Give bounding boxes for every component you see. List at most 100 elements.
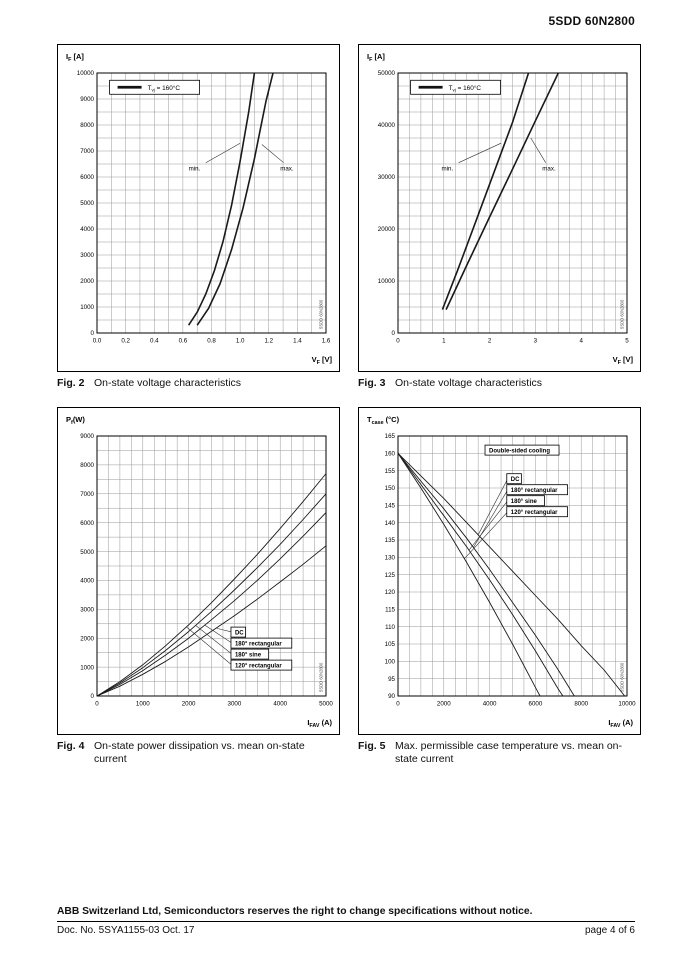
svg-text:0: 0 <box>95 700 99 707</box>
svg-text:1: 1 <box>442 338 446 345</box>
plot-frame <box>397 435 627 697</box>
footer-doc-row: Doc. No. 5SYA1155-03 Oct. 17 page 4 of 6 <box>57 925 635 936</box>
svg-text:90: 90 <box>388 693 395 700</box>
svg-text:150: 150 <box>384 485 395 492</box>
series-180-rectangular <box>96 511 326 696</box>
svg-text:5000: 5000 <box>319 700 333 707</box>
svg-text:2000: 2000 <box>80 278 94 285</box>
fig4-power-dissipation-chart: 0 1000 2000 3000 4000 5000 0 1000 2000 3000 4000 50… <box>66 415 333 729</box>
legend-box <box>108 79 200 95</box>
charts-grid: 0.0 0.2 0.4 0.6 0.8 1.0 1.2 1.4 1.6 0 1000 2000 3000… <box>57 44 641 767</box>
svg-text:6000: 6000 <box>80 174 94 181</box>
svg-text:1.2: 1.2 <box>264 338 273 345</box>
figure-2-frame: 0.0 0.2 0.4 0.6 0.8 1.0 1.2 1.4 1.6 0 1000 2000 3000… <box>57 44 340 372</box>
svg-text:120° rectangular: 120° rectangular <box>234 663 281 669</box>
svg-text:0: 0 <box>396 338 400 345</box>
figure-2-caption: Fig. 2 On-state voltage characteristics <box>57 377 340 391</box>
svg-text:180° rectangular: 180° rectangular <box>510 488 557 494</box>
figure-4-panel: 0 1000 2000 3000 4000 5000 0 1000 2000 3000 4000 50… <box>57 406 340 767</box>
svg-text:10000: 10000 <box>618 700 636 707</box>
svg-text:4000: 4000 <box>482 700 496 707</box>
page-title: 5SDD 60N2800 <box>548 14 635 28</box>
svg-text:30000: 30000 <box>377 174 395 181</box>
series-120-rectangular <box>397 452 540 696</box>
svg-text:1.4: 1.4 <box>293 338 302 345</box>
fig2-on-state-voltage-chart: 0.0 0.2 0.4 0.6 0.8 1.0 1.2 1.4 1.6 0 1000 2000 3000… <box>66 52 332 366</box>
svg-text:Tcase (°C): Tcase (°C) <box>367 415 400 426</box>
svg-text:8000: 8000 <box>574 700 588 707</box>
watermark: 5SDD 60N2800 <box>619 662 624 692</box>
svg-text:180° sine: 180° sine <box>234 652 261 658</box>
series-120-rectangular <box>96 472 326 696</box>
svg-text:160: 160 <box>384 450 395 457</box>
svg-text:125: 125 <box>384 572 395 579</box>
svg-text:6000: 6000 <box>80 520 94 527</box>
svg-text:10000: 10000 <box>377 278 395 285</box>
figure-2-label: Fig. 2 <box>57 377 85 389</box>
svg-text:1000: 1000 <box>80 664 94 671</box>
svg-text:max.: max. <box>542 166 556 173</box>
figure-3-caption-text: On-state voltage characteristics <box>395 377 543 389</box>
svg-text:VF [V]: VF [V] <box>612 355 633 366</box>
svg-text:40000: 40000 <box>377 122 395 129</box>
svg-text:0: 0 <box>90 330 94 337</box>
plot-frame <box>96 72 326 334</box>
svg-text:155: 155 <box>384 468 395 475</box>
svg-text:2000: 2000 <box>436 700 450 707</box>
svg-text:0.6: 0.6 <box>178 338 187 345</box>
series-180-sine <box>96 493 326 696</box>
svg-text:VF [V]: VF [V] <box>311 355 332 366</box>
figure-5-frame: 0 2000 4000 6000 8000 10000 90 95 100 105 110 115 12… <box>358 406 641 735</box>
figure-3-caption: Fig. 3 On-state voltage characteristics <box>358 377 641 391</box>
gridlines <box>96 435 326 696</box>
figure-5-caption-text: Max. permissible case temperature vs. me… <box>395 739 623 766</box>
svg-text:20000: 20000 <box>377 226 395 233</box>
series-min <box>441 73 529 310</box>
doc-number: Doc. No. 5SYA1155-03 Oct. 17 <box>57 925 195 936</box>
svg-text:min.: min. <box>441 166 453 173</box>
svg-text:1.0: 1.0 <box>235 338 244 345</box>
svg-text:Tvj = 160°C: Tvj = 160°C <box>147 84 180 93</box>
svg-text:8000: 8000 <box>80 462 94 469</box>
figure-4-caption: Fig. 4 On-state power dissipation vs. me… <box>57 740 340 767</box>
svg-text:0: 0 <box>396 700 400 707</box>
svg-text:120° rectangular: 120° rectangular <box>510 510 557 516</box>
series-180-rectangular <box>397 452 575 696</box>
svg-text:5: 5 <box>625 338 629 345</box>
svg-text:4000: 4000 <box>80 577 94 584</box>
footer-notice: ABB Switzerland Ltd, Semiconductors rese… <box>57 906 635 922</box>
svg-text:5000: 5000 <box>80 200 94 207</box>
plot-frame <box>397 72 627 334</box>
svg-text:0.8: 0.8 <box>207 338 216 345</box>
svg-text:0.2: 0.2 <box>121 338 130 345</box>
figure-2-caption-text: On-state voltage characteristics <box>94 377 242 389</box>
svg-text:135: 135 <box>384 537 395 544</box>
svg-text:8000: 8000 <box>80 122 94 129</box>
figure-5-panel: 0 2000 4000 6000 8000 10000 90 95 100 105 110 115 12… <box>358 406 641 767</box>
svg-text:IFAV (A): IFAV (A) <box>307 718 332 729</box>
svg-text:130: 130 <box>384 554 395 561</box>
svg-text:IF [A]: IF [A] <box>66 52 84 63</box>
svg-text:6000: 6000 <box>528 700 542 707</box>
svg-text:165: 165 <box>384 433 395 440</box>
svg-text:1000: 1000 <box>135 700 149 707</box>
svg-text:140: 140 <box>384 520 395 527</box>
figure-3-label: Fig. 3 <box>358 377 386 389</box>
svg-text:max.: max. <box>280 166 294 173</box>
svg-text:5000: 5000 <box>80 548 94 555</box>
svg-text:Pf(W): Pf(W) <box>66 415 85 426</box>
svg-text:1000: 1000 <box>80 304 94 311</box>
svg-text:0: 0 <box>90 693 94 700</box>
svg-text:3000: 3000 <box>227 700 241 707</box>
series-DC <box>96 545 326 696</box>
watermark: 5SDD 60N2800 <box>318 662 323 692</box>
figure-5-caption: Fig. 5 Max. permissible case temperature… <box>358 740 641 767</box>
svg-text:0: 0 <box>391 330 395 337</box>
svg-text:0.0: 0.0 <box>92 338 101 345</box>
svg-text:Tvj = 160°C: Tvj = 160°C <box>448 84 481 93</box>
gridlines <box>96 72 326 334</box>
svg-text:180° sine: 180° sine <box>510 499 537 505</box>
figure-4-label: Fig. 4 <box>57 739 85 752</box>
svg-text:100: 100 <box>384 658 395 665</box>
